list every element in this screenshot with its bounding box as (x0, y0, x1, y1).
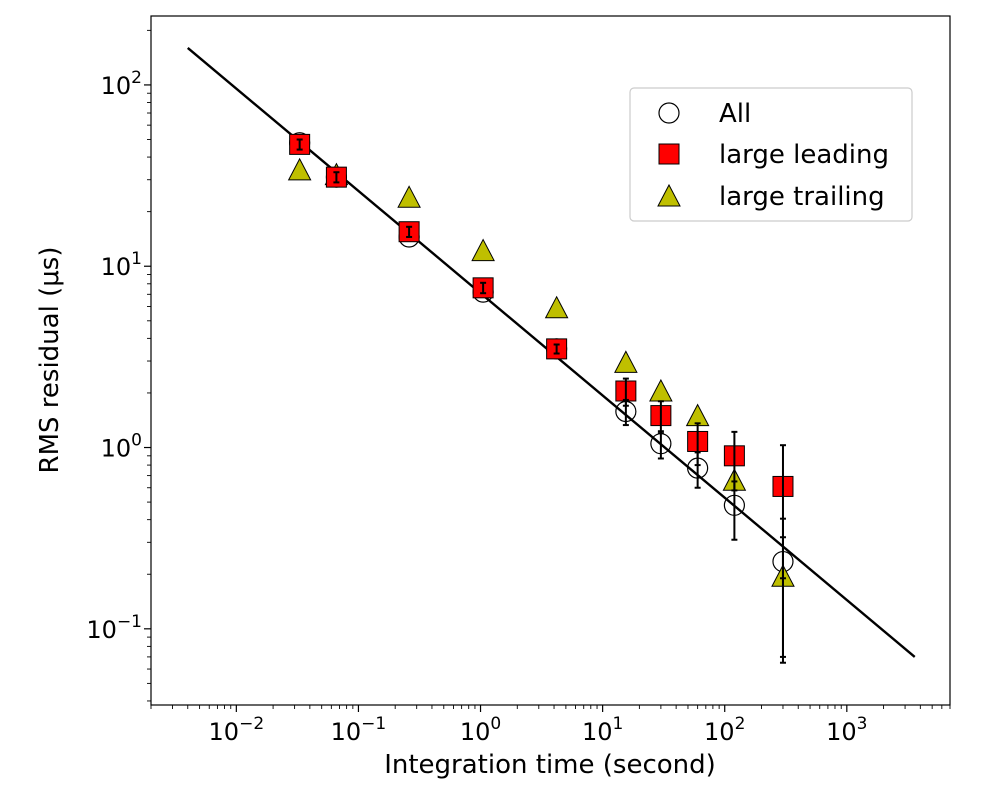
legend-marker-large-trailing (657, 183, 681, 207)
point-large-trailing (471, 238, 495, 262)
legend-label-large-trailing: large trailing (719, 182, 885, 212)
x-tick-label: 101 (582, 714, 623, 746)
legend-marker-all (658, 102, 680, 124)
point-large-trailing (397, 185, 421, 208)
point-large-trailing (287, 157, 312, 181)
legend-label-large-leading: large leading (719, 140, 889, 170)
y-tick-label: 101 (101, 249, 142, 281)
x-axis-label: Integration time (second) (384, 750, 716, 780)
plot-frame (150, 15, 951, 706)
axis-ticks (144, 29, 951, 712)
axis-tick-labels: 10−2 10−1 100 101 102 103 10−1 100 101 102 (86, 68, 867, 746)
point-large-trailing (544, 295, 569, 319)
y-axis-label: RMS residual (μs) (35, 247, 65, 474)
data-marks (287, 132, 795, 664)
x-tick-label: 10−1 (331, 714, 387, 746)
y-tick-label: 10−1 (86, 612, 142, 644)
y-tick-label: 102 (101, 68, 142, 100)
x-tick-label: 100 (460, 714, 501, 746)
point-large-trailing (614, 350, 638, 373)
legend-label-all: All (719, 99, 751, 129)
y-tick-label: 100 (101, 431, 142, 463)
point-large-trailing (649, 378, 673, 402)
x-tick-label: 102 (704, 714, 745, 746)
error-bars (296, 138, 786, 664)
legend: All large leading large trailing (629, 87, 913, 222)
x-tick-label: 103 (826, 714, 867, 746)
x-tick-label: 10−2 (209, 714, 265, 746)
legend-box (629, 87, 913, 222)
legend-marker-large-leading (658, 143, 680, 165)
